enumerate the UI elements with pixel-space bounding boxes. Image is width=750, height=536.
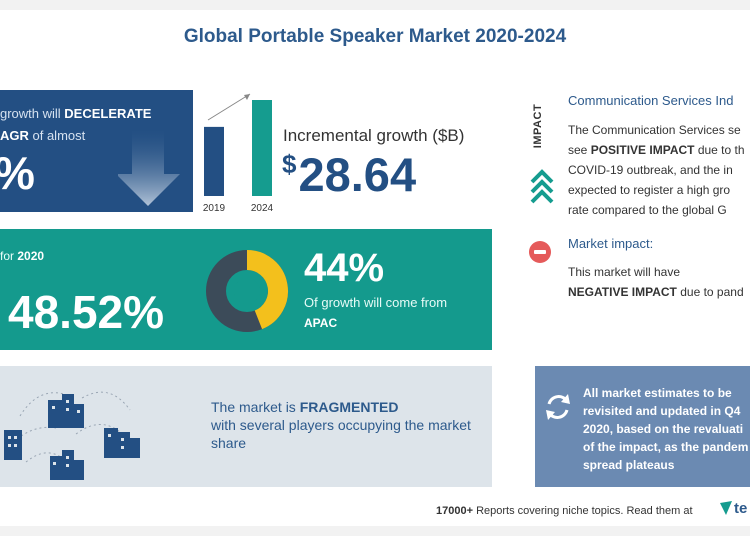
- footer-text: 17000+ Reports covering niche topics. Re…: [436, 505, 693, 517]
- negative-impact-label: NEGATIVE IMPACT: [568, 285, 677, 299]
- bar-label-2019: 2019: [203, 203, 226, 214]
- estimates-note: All market estimates to be revisited and…: [583, 384, 748, 474]
- donut-hole: [234, 278, 260, 304]
- impact-line-2-a: see: [568, 143, 591, 157]
- brand-name[interactable]: te: [734, 500, 748, 517]
- fragmented-keyword: FRAGMENTED: [299, 399, 399, 415]
- trend-arrow-icon: [244, 94, 250, 100]
- growth-line-1-text: growth will: [0, 106, 65, 121]
- chevron-up-icon: [530, 169, 554, 204]
- region-name: APAC: [304, 316, 338, 330]
- section-impact-title: Communication Services Ind: [568, 93, 734, 108]
- refresh-icon: [546, 394, 570, 420]
- incremental-growth-number: 28.64: [298, 148, 417, 201]
- growth-line-2: AGR of almost: [0, 128, 85, 143]
- estimates-note-panel: All market estimates to be revisited and…: [535, 366, 750, 487]
- cagr-value: %: [0, 146, 35, 200]
- note-line-1: All market estimates to be: [583, 386, 732, 400]
- brand-logo-icon: [720, 501, 732, 515]
- impact-paragraph: The Communication Services se see POSITI…: [568, 120, 745, 220]
- impact-line-5: rate compared to the global G: [568, 203, 727, 217]
- page-title: Global Portable Speaker Market 2020-2024: [183, 26, 567, 47]
- bar-label-2024: 2024: [251, 203, 274, 214]
- brand-link[interactable]: te: [720, 500, 747, 517]
- yoy-year: 2020: [17, 249, 45, 263]
- cagr-label: AGR: [0, 128, 29, 143]
- report-count: 17000+: [436, 505, 474, 517]
- fragmented-rest: with several players occupying the marke…: [211, 417, 471, 451]
- impact-vertical-label: IMPACT: [532, 96, 550, 156]
- yoy-panel: for 2020 48.52% 44% Of growth will come …: [0, 229, 492, 350]
- fragmented-text: The market is FRAGMENTED with several pl…: [211, 398, 481, 452]
- market-impact-text: This market will have NEGATIVE IMPACT du…: [568, 262, 744, 302]
- impact-label-text: IMPACT: [532, 103, 544, 149]
- trend-line: [207, 93, 251, 121]
- positive-impact-label: POSITIVE IMPACT: [590, 143, 695, 157]
- currency-symbol: $: [282, 149, 297, 179]
- apac-share-text: Of growth will come from: [304, 295, 448, 310]
- yoy-label-prefix: for: [0, 249, 18, 263]
- decelerate-label: DECELERATE: [64, 106, 152, 121]
- impact-line-2: see POSITIVE IMPACT due to th: [568, 140, 745, 160]
- impact-line-1: The Communication Services se: [568, 123, 741, 137]
- donut-apac-slice: [246, 250, 288, 330]
- market-impact-line-2: NEGATIVE IMPACT due to pand: [568, 282, 744, 302]
- impact-line-4: expected to register a high gro: [568, 183, 731, 197]
- incremental-growth-label: Incremental growth ($B): [283, 126, 465, 145]
- incremental-growth-value: $28.64: [282, 147, 416, 202]
- fragmented-panel: The market is FRAGMENTED with several pl…: [0, 366, 492, 487]
- note-line-3: 2020, based on the revaluati: [583, 422, 744, 436]
- note-line-5: spread plateaus: [583, 458, 675, 472]
- impact-line-2-b: due to th: [694, 143, 745, 157]
- footer-caption: Reports covering niche topics. Read them…: [473, 505, 693, 517]
- growth-line-1: growth will DECELERATE: [0, 106, 151, 121]
- apac-donut-chart: [206, 250, 288, 332]
- yoy-growth-value: 48.52%: [8, 286, 165, 338]
- buildings-network-icon: [4, 391, 140, 480]
- note-line-4: of the impact, as the pandem: [583, 440, 749, 454]
- market-impact-line-2-rest: due to pand: [676, 285, 744, 299]
- impact-line-3: COVID-19 outbreak, and the in: [568, 163, 733, 177]
- apac-share-value: 44%: [304, 246, 385, 290]
- note-line-2: revisited and updated in Q4: [583, 404, 741, 418]
- growth-bar-chart: 2019 2024: [203, 93, 274, 214]
- fragmented-prefix: The market is: [211, 399, 300, 415]
- market-impact-line-1: This market will have: [568, 265, 681, 279]
- growth-panel: growth will DECELERATE AGR of almost %: [0, 90, 193, 212]
- minus-circle-icon: [529, 241, 551, 263]
- market-impact-title: Market impact:: [568, 236, 654, 251]
- bar-2024: [252, 100, 272, 196]
- down-arrow-icon: [118, 130, 180, 206]
- growth-line-2-text: of almost: [28, 128, 86, 143]
- bar-2019: [204, 126, 224, 196]
- yoy-label: for 2020: [0, 249, 44, 263]
